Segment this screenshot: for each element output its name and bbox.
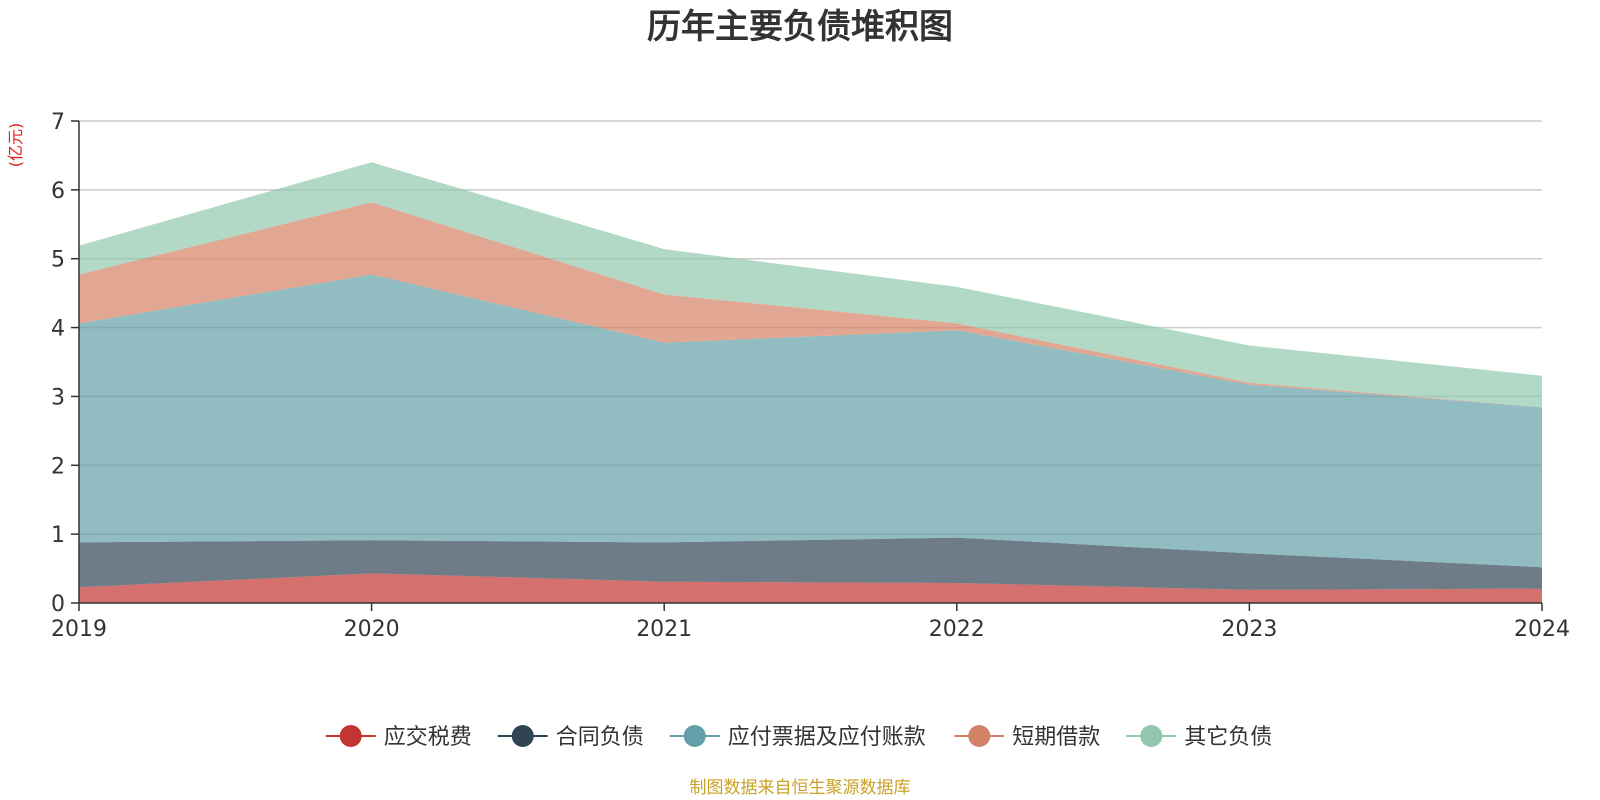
y-tick-label: 1 bbox=[51, 523, 65, 548]
legend-item-5[interactable]: 其它负债 bbox=[1126, 725, 1272, 750]
x-axis-ticks: 2019 2020 2021 2022 2023 2024 bbox=[51, 603, 1570, 642]
area-series-1 bbox=[79, 573, 1542, 603]
legend-label: 应付票据及应付账款 bbox=[728, 725, 926, 750]
data-source-note: 制图数据来自恒生聚源数据库 bbox=[690, 778, 911, 798]
y-tick-label: 7 bbox=[51, 110, 65, 135]
legend-circle-icon bbox=[511, 725, 534, 747]
x-tick-label: 2023 bbox=[1221, 617, 1277, 642]
y-tick-label: 0 bbox=[51, 592, 65, 617]
legend-circle-icon bbox=[1140, 725, 1163, 747]
series-areas bbox=[79, 162, 1542, 603]
y-tick-label: 2 bbox=[51, 454, 65, 479]
y-tick-label: 5 bbox=[51, 248, 65, 273]
legend-circle-icon bbox=[683, 725, 706, 747]
y-tick-label: 3 bbox=[51, 385, 65, 410]
legend-label: 其它负债 bbox=[1184, 725, 1272, 750]
legend-label: 短期借款 bbox=[1012, 725, 1100, 750]
area-series-4 bbox=[79, 202, 1542, 408]
x-tick-label: 2022 bbox=[929, 617, 985, 642]
legend-label: 合同负债 bbox=[556, 725, 644, 750]
area-series-2 bbox=[79, 537, 1542, 590]
x-tick-label: 2020 bbox=[344, 617, 400, 642]
legend-circle-icon bbox=[339, 725, 362, 747]
area-series-5 bbox=[79, 162, 1542, 408]
chart-title: 历年主要负债堆积图 bbox=[647, 7, 953, 47]
y-axis-unit-label: (亿元) bbox=[6, 123, 25, 168]
legend-circle-icon bbox=[968, 725, 991, 747]
y-tick-label: 4 bbox=[51, 317, 65, 342]
legend-item-1[interactable]: 应交税费 bbox=[325, 725, 472, 750]
x-tick-label: 2019 bbox=[51, 617, 107, 642]
legend-item-3[interactable]: 应付票据及应付账款 bbox=[669, 725, 926, 750]
area-series-3 bbox=[79, 274, 1542, 568]
legend-label: 应交税费 bbox=[384, 725, 472, 750]
x-tick-label: 2024 bbox=[1514, 617, 1570, 642]
legend-item-4[interactable]: 短期借款 bbox=[954, 725, 1100, 750]
y-tick-label: 6 bbox=[51, 179, 65, 204]
legend-item-2[interactable]: 合同负债 bbox=[497, 725, 644, 750]
axes bbox=[78, 121, 1542, 604]
y-axis-ticks: 0 1 2 3 4 5 6 7 bbox=[51, 110, 79, 617]
x-tick-label: 2021 bbox=[636, 617, 692, 642]
legend[interactable]: 应交税费 合同负债 应付票据及应付账款 短期借款 其它负债 bbox=[325, 725, 1273, 750]
